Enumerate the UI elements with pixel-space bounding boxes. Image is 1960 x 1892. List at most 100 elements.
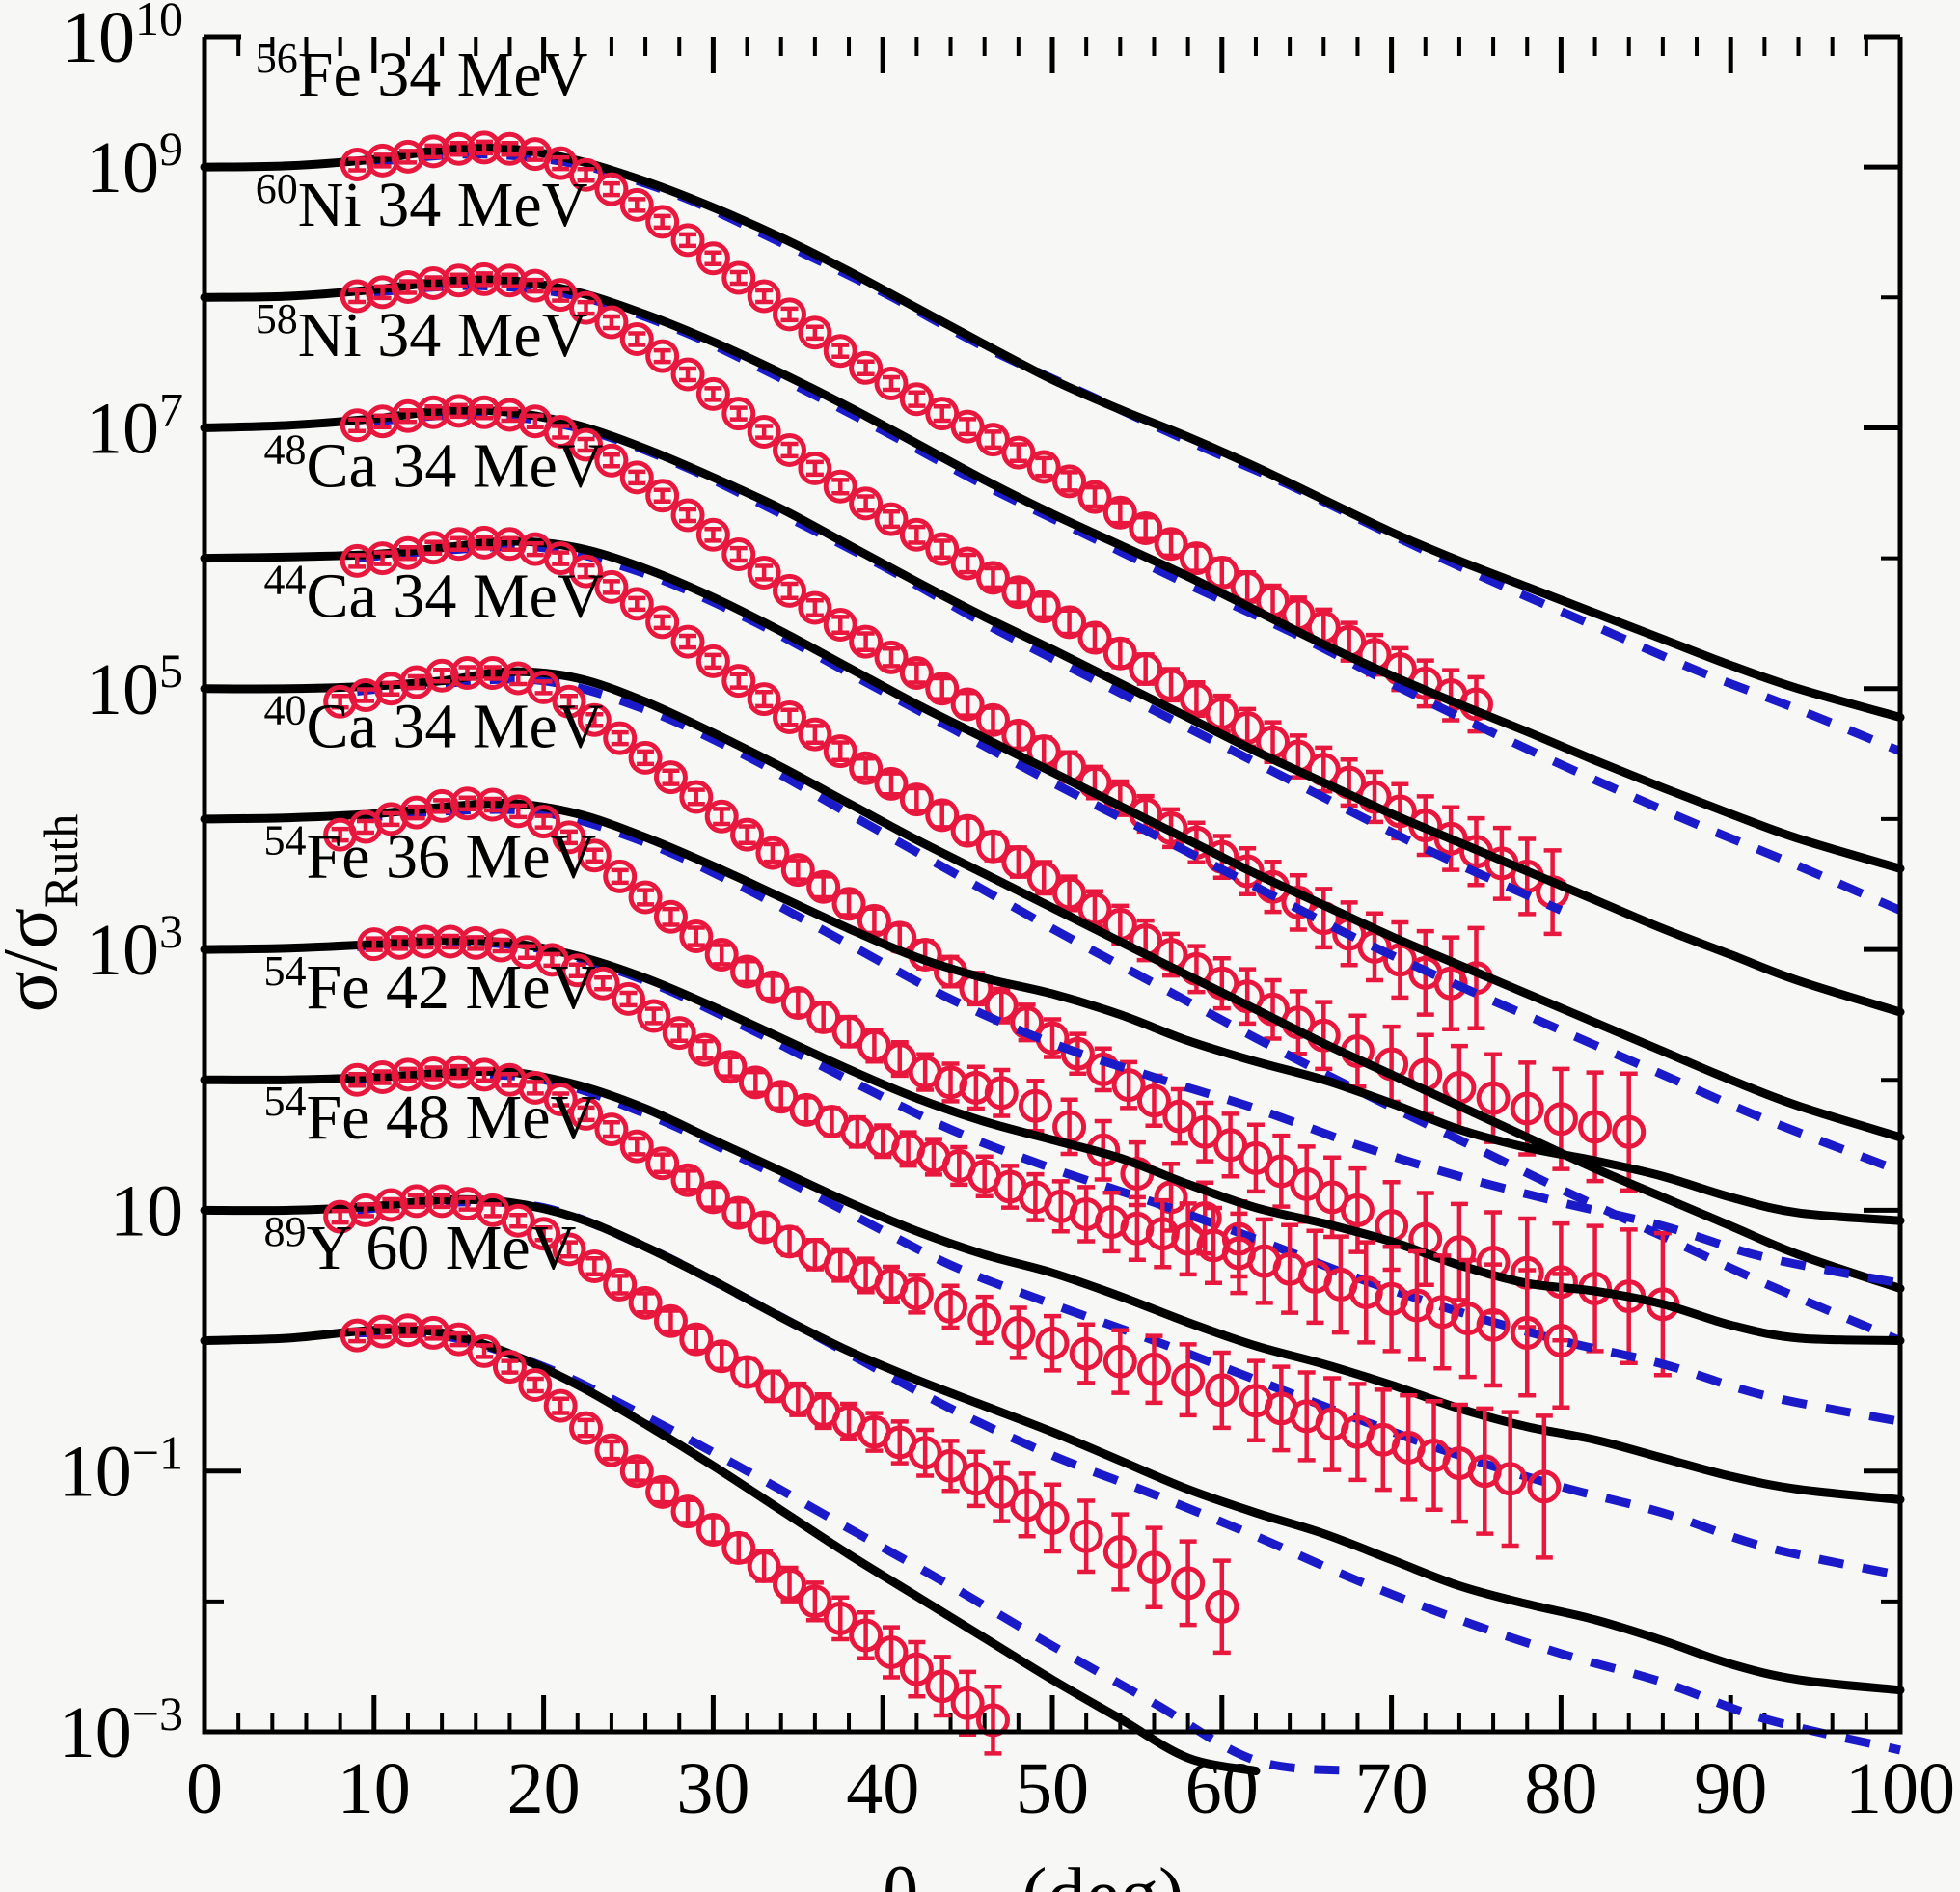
data-point-marker [849,1618,884,1653]
data-point-marker [1239,1140,1273,1175]
curve-label-89y-60-mev: 89Y 60 MeV [264,1208,577,1283]
data-point-marker [366,143,400,178]
data-point-marker [899,1652,934,1686]
series-56fe-34-mev [200,130,1905,755]
data-point-marker [543,1083,578,1117]
data-point-marker [899,517,934,552]
data-point-marker [340,1062,374,1097]
data-point-marker [773,432,807,467]
data-point-marker [1060,1036,1095,1071]
y-tick-label: 10−1 [59,1426,183,1513]
data-point-marker [773,573,807,608]
data-point-marker [695,1180,730,1215]
data-point-marker [594,172,629,206]
data-point-marker [1213,1128,1248,1163]
data-point-marker [721,664,756,699]
data-point-marker [492,1350,527,1385]
curve-label-48ca-34-mev: 48Ca 34 MeV [264,425,604,501]
data-point-marker [527,1217,561,1251]
data-point-marker [619,460,654,495]
curve-label-58ni-34-mev: 58Ni 34 MeV [256,295,588,370]
data-point-marker [619,1129,654,1164]
y-tick-label-text: 1010 [62,0,183,78]
data-point-marker [467,261,502,296]
data-point-marker [1493,1462,1528,1496]
data-point-marker [1264,1154,1298,1189]
x-tick-label: 80 [1524,1748,1597,1829]
data-point-marker [670,1494,705,1529]
data-point-marker [857,1028,891,1063]
axis-frame-group [202,37,1903,1735]
data-point-marker [721,397,756,431]
data-point-marker [373,1188,408,1222]
data-point-marker [569,1411,604,1445]
data-point-marker [670,624,705,659]
data-point-marker [874,1635,909,1670]
series-54fe-48-mev [200,1184,1905,1755]
axis-labels-group: 0 10 20 30 40 50 60 70 80 90 100 1010 109 107 105 103 10… [59,0,1955,1829]
data-point-marker [704,1339,739,1374]
data-point-marker [612,981,645,1016]
data-point-marker [603,721,638,755]
data-points [340,261,1570,937]
data-point-marker [449,786,484,821]
data-point-marker [1001,845,1036,880]
data-point-marker [874,766,909,801]
data-point-marker [1102,636,1137,671]
data-point-marker [1205,1373,1239,1408]
curve-label-54fe-36-mev: 54Fe 36 MeV [264,817,597,892]
data-point-marker [340,1318,374,1353]
data-point-marker [357,927,392,962]
data-point-marker [467,130,502,165]
data-point-marker [823,469,858,504]
curve-label-60ni-34-mev: 60Ni 34 MeV [256,165,588,240]
y-tick-label: 1010 [62,0,183,78]
data-point-marker [527,805,561,839]
data-point-marker [1543,1102,1578,1137]
data-point-marker [594,1112,629,1147]
data-point-marker [950,546,985,581]
data-point-marker [780,853,815,888]
data-point-marker [925,532,960,566]
data-point-marker [695,517,730,552]
data-point-marker [594,305,629,340]
data-point-marker [645,205,680,239]
data-point-marker [1171,1362,1206,1397]
data-point-marker [806,1000,841,1034]
data-point-marker [1543,1324,1578,1358]
data-point-marker [798,1584,832,1619]
data-point-marker [1179,682,1213,717]
data-point-marker [755,970,790,1004]
dashed-theory-curve [356,937,1901,1426]
data-point-marker [984,1076,1019,1111]
data-point-marker [637,999,671,1033]
data-point-marker [1001,718,1036,753]
data-point-marker [1018,1088,1052,1123]
y-tick-label-text: 10−1 [59,1426,183,1513]
data-point-marker [1315,1180,1349,1215]
data-point-marker [1069,1336,1103,1371]
data-point-marker [569,554,604,589]
data-point-marker [628,1285,663,1320]
data-point-marker [899,1276,934,1311]
data-point-marker [1612,1114,1647,1149]
data-point-marker [849,624,884,659]
data-point-marker [823,1601,858,1635]
series-60ni-34-mev [200,261,1905,937]
series-54fe-36-mev [200,924,1905,1426]
data-point-marker [449,656,484,691]
data-point-marker [747,682,781,717]
data-point-marker [780,985,815,1020]
y-tick-label-text: 105 [86,644,183,730]
data-point-marker [925,798,960,833]
data-point-marker [1205,1589,1239,1624]
data-point-marker [1102,495,1137,530]
series-89y-60-mev [200,1313,1358,1776]
data-point-marker [653,760,688,795]
data-point-marker [747,415,781,450]
data-point-marker [433,924,468,959]
solid-theory-curve [200,405,1905,1017]
data-point-marker [577,1249,612,1284]
data-point-marker [1026,450,1061,484]
data-point-marker [1154,527,1188,562]
